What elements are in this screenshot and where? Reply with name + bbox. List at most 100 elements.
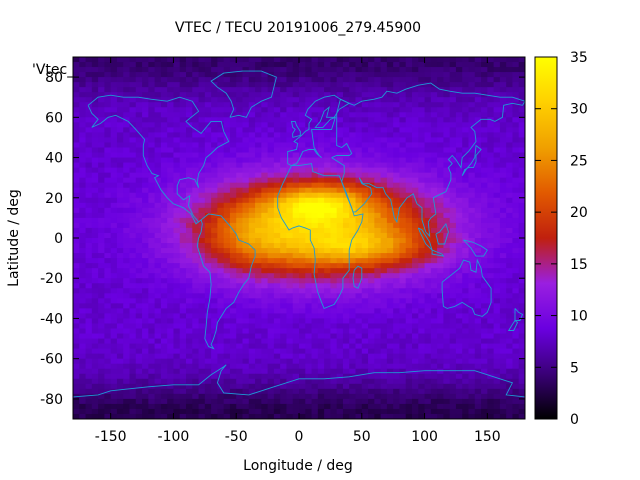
heatmap-cell bbox=[342, 383, 350, 390]
heatmap-cell bbox=[280, 212, 288, 219]
heatmap-cell bbox=[242, 383, 250, 390]
heatmap-cell bbox=[211, 207, 218, 214]
heatmap-cell bbox=[418, 162, 426, 169]
heatmap-cell bbox=[91, 217, 99, 224]
heatmap-cell bbox=[412, 77, 419, 83]
heatmap-cell bbox=[481, 217, 488, 224]
heatmap-cell bbox=[267, 343, 275, 350]
heatmap-cell bbox=[192, 62, 200, 68]
heatmap-cell bbox=[223, 222, 231, 229]
heatmap-cell bbox=[116, 177, 124, 184]
heatmap-cell bbox=[192, 197, 200, 204]
heatmap-cell bbox=[386, 393, 394, 400]
heatmap-cell bbox=[374, 373, 382, 380]
heatmap-cell bbox=[468, 383, 476, 390]
heatmap-cell bbox=[317, 117, 325, 123]
heatmap-cell bbox=[506, 117, 514, 123]
heatmap-cell bbox=[518, 308, 525, 315]
heatmap-cell bbox=[449, 388, 457, 395]
heatmap-cell bbox=[474, 172, 482, 179]
heatmap-cell bbox=[79, 77, 87, 83]
heatmap-cell bbox=[462, 97, 470, 103]
heatmap-cell bbox=[330, 202, 338, 209]
heatmap-cell bbox=[506, 107, 514, 113]
heatmap-cell bbox=[468, 253, 476, 259]
heatmap-cell bbox=[455, 333, 463, 340]
heatmap-cell bbox=[248, 112, 256, 118]
heatmap-cell bbox=[430, 353, 438, 360]
heatmap-cell bbox=[305, 172, 313, 179]
heatmap-cell bbox=[512, 152, 520, 159]
heatmap-cell bbox=[386, 172, 394, 179]
heatmap-cell bbox=[273, 212, 281, 219]
heatmap-cell bbox=[305, 187, 313, 194]
heatmap-cell bbox=[217, 303, 225, 309]
heatmap-cell bbox=[317, 323, 325, 330]
heatmap-cell bbox=[116, 318, 124, 325]
heatmap-cell bbox=[386, 323, 394, 330]
heatmap-cell bbox=[248, 278, 256, 284]
heatmap-cell bbox=[324, 87, 331, 93]
heatmap-cell bbox=[455, 353, 463, 360]
heatmap-cell bbox=[342, 167, 350, 174]
heatmap-cell bbox=[129, 212, 137, 219]
heatmap-cell bbox=[211, 197, 218, 204]
heatmap-cell bbox=[91, 147, 99, 154]
heatmap-cell bbox=[418, 97, 426, 103]
heatmap-cell bbox=[311, 398, 319, 405]
heatmap-cell bbox=[223, 72, 231, 78]
heatmap-cell bbox=[518, 72, 525, 78]
heatmap-cell bbox=[481, 102, 488, 108]
heatmap-cell bbox=[116, 283, 124, 289]
heatmap-cell bbox=[242, 187, 250, 194]
heatmap-cell bbox=[167, 222, 175, 229]
heatmap-cell bbox=[217, 117, 225, 123]
heatmap-cell bbox=[368, 137, 375, 144]
heatmap-cell bbox=[512, 132, 520, 139]
heatmap-cell bbox=[229, 102, 237, 108]
heatmap-cell bbox=[374, 172, 382, 179]
heatmap-cell bbox=[248, 127, 256, 134]
heatmap-cell bbox=[455, 87, 463, 93]
heatmap-cell bbox=[135, 217, 143, 224]
heatmap-cell bbox=[399, 147, 407, 154]
heatmap-cell bbox=[449, 243, 457, 249]
heatmap-cell bbox=[229, 202, 237, 209]
heatmap-cell bbox=[236, 308, 244, 315]
heatmap-cell bbox=[223, 137, 231, 144]
heatmap-cell bbox=[424, 323, 432, 330]
heatmap-cell bbox=[374, 92, 382, 98]
heatmap-cell bbox=[91, 72, 99, 78]
heatmap-cell bbox=[393, 273, 401, 279]
heatmap-cell bbox=[160, 232, 168, 239]
heatmap-cell bbox=[167, 278, 175, 284]
heatmap-cell bbox=[211, 243, 218, 249]
heatmap-cell bbox=[299, 167, 306, 174]
heatmap-cell bbox=[455, 82, 463, 88]
heatmap-cell bbox=[424, 197, 432, 204]
heatmap-cell bbox=[154, 398, 162, 405]
heatmap-cell bbox=[79, 373, 87, 380]
heatmap-cell bbox=[91, 323, 99, 330]
heatmap-cell bbox=[204, 142, 212, 149]
heatmap-cell bbox=[273, 97, 281, 103]
heatmap-cell bbox=[386, 147, 394, 154]
heatmap-cell bbox=[229, 383, 237, 390]
heatmap-cell bbox=[79, 212, 87, 219]
heatmap-cell bbox=[98, 152, 105, 159]
heatmap-cell bbox=[273, 157, 281, 164]
heatmap-cell bbox=[286, 338, 294, 345]
heatmap-cell bbox=[211, 323, 218, 330]
heatmap-cell bbox=[204, 358, 212, 365]
heatmap-cell bbox=[79, 132, 87, 139]
heatmap-cell bbox=[324, 358, 331, 365]
heatmap-cell bbox=[142, 393, 149, 400]
heatmap-cell bbox=[399, 393, 407, 400]
heatmap-cell bbox=[198, 273, 206, 279]
heatmap-cell bbox=[443, 227, 451, 234]
heatmap-cell bbox=[267, 258, 275, 264]
heatmap-cell bbox=[292, 378, 300, 385]
heatmap-cell bbox=[167, 303, 175, 309]
heatmap-cell bbox=[336, 207, 344, 214]
heatmap-cell bbox=[330, 177, 338, 184]
